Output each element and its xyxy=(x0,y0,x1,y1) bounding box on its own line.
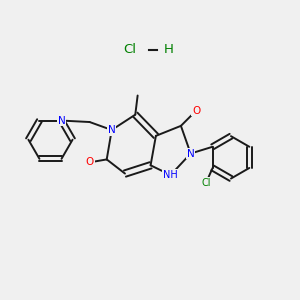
Text: O: O xyxy=(192,106,200,116)
Text: N: N xyxy=(108,125,116,135)
Text: O: O xyxy=(85,158,94,167)
Text: NH: NH xyxy=(163,170,178,180)
Text: H: H xyxy=(164,44,174,56)
Text: N: N xyxy=(58,116,65,126)
Text: Cl: Cl xyxy=(202,178,211,188)
Text: N: N xyxy=(187,148,194,158)
Text: Cl: Cl xyxy=(123,44,136,56)
